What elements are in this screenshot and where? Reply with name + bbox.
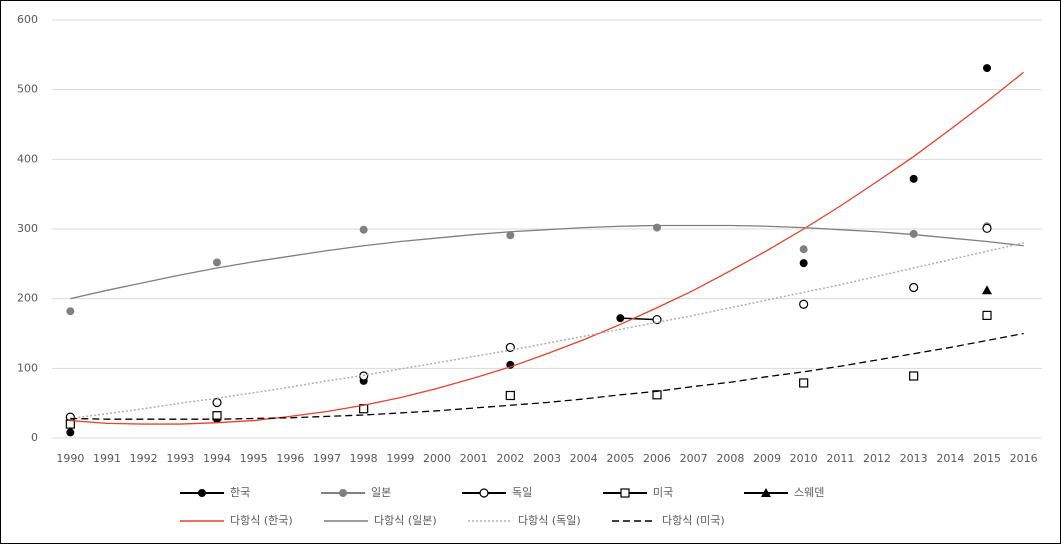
point bbox=[65, 419, 75, 429]
x-tick-label: 2012 bbox=[863, 452, 891, 465]
point bbox=[653, 223, 661, 232]
connector bbox=[620, 317, 658, 321]
point bbox=[909, 174, 918, 183]
point bbox=[66, 307, 75, 316]
legend-label: 스웨덴 bbox=[794, 486, 824, 499]
point bbox=[909, 229, 918, 238]
legend-marker bbox=[198, 489, 206, 497]
point bbox=[909, 282, 919, 293]
y-tick-label: 600 bbox=[17, 13, 38, 26]
x-tick-label: 1994 bbox=[203, 452, 231, 465]
legend-label: 독일 bbox=[512, 485, 532, 499]
y-tick-label: 100 bbox=[17, 361, 38, 374]
x-tick-label: 1991 bbox=[93, 452, 121, 465]
y-tick-label: 0 bbox=[31, 431, 38, 444]
y-tick-label: 400 bbox=[17, 152, 38, 165]
y-tick-label: 500 bbox=[17, 83, 38, 96]
point bbox=[799, 299, 809, 309]
point bbox=[982, 223, 992, 233]
legend-label: 다항식 (한국) bbox=[230, 514, 293, 527]
point bbox=[616, 314, 625, 323]
x-tick-label: 2008 bbox=[716, 452, 744, 465]
point bbox=[909, 371, 919, 381]
point bbox=[506, 231, 515, 240]
legend-marker bbox=[339, 489, 347, 497]
point bbox=[505, 390, 515, 401]
legend-marker bbox=[479, 488, 489, 498]
x-tick-label: 2013 bbox=[900, 452, 928, 465]
trend-line bbox=[70, 242, 1024, 420]
x-tick-label: 1997 bbox=[313, 452, 341, 465]
point bbox=[982, 310, 992, 320]
trend-line bbox=[70, 71, 1025, 425]
legend-label: 다항식 (미국) bbox=[662, 514, 725, 527]
point bbox=[799, 245, 808, 254]
point bbox=[66, 428, 75, 437]
x-tick-label: 2007 bbox=[680, 452, 708, 465]
x-tick-label: 1990 bbox=[56, 452, 84, 465]
point bbox=[505, 342, 515, 353]
x-tick-label: 2014 bbox=[936, 452, 964, 465]
x-tick-label: 2001 bbox=[460, 452, 488, 465]
legend-label: 다항식 (독일) bbox=[518, 513, 581, 527]
x-tick-label: 2016 bbox=[1010, 452, 1038, 465]
legend-marker bbox=[761, 488, 771, 497]
x-tick-label: 1992 bbox=[130, 452, 158, 465]
y-tick-label: 300 bbox=[17, 222, 38, 235]
y-tick-label: 200 bbox=[17, 292, 38, 305]
x-tick-label: 2003 bbox=[533, 452, 561, 465]
x-tick-label: 1998 bbox=[350, 452, 378, 465]
x-tick-label: 2006 bbox=[643, 452, 671, 465]
point bbox=[982, 285, 992, 295]
x-tick-label: 1999 bbox=[386, 452, 414, 465]
x-tick-label: 1993 bbox=[166, 452, 194, 465]
x-tick-label: 1995 bbox=[240, 452, 268, 465]
point bbox=[799, 378, 809, 388]
legend-label: 일본 bbox=[371, 485, 391, 499]
point bbox=[212, 397, 222, 408]
trend-line bbox=[70, 332, 1024, 420]
x-tick-label: 2010 bbox=[790, 452, 818, 465]
x-tick-label: 2009 bbox=[753, 452, 781, 465]
point bbox=[359, 225, 368, 234]
legend-label: 미국 bbox=[653, 486, 673, 499]
x-tick-label: 2005 bbox=[606, 452, 634, 465]
point bbox=[983, 64, 991, 73]
point bbox=[799, 259, 808, 268]
x-tick-label: 2000 bbox=[423, 452, 451, 465]
point bbox=[213, 258, 221, 267]
legend-label: 다항식 (일본) bbox=[374, 513, 437, 527]
x-tick-label: 1996 bbox=[276, 452, 304, 465]
x-tick-label: 2002 bbox=[496, 452, 524, 465]
x-tick-label: 2004 bbox=[570, 452, 598, 465]
legend-marker bbox=[620, 488, 630, 498]
legend-label: 한국 bbox=[230, 486, 250, 499]
x-tick-label: 2015 bbox=[973, 452, 1001, 465]
x-tick-label: 2011 bbox=[826, 452, 854, 465]
trend-line bbox=[70, 224, 1024, 300]
